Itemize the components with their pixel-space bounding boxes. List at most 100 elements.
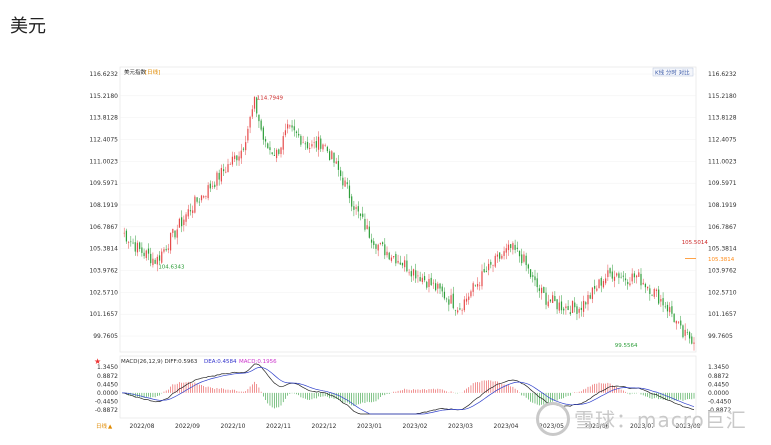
candle-body: [518, 250, 521, 257]
candle-body: [368, 226, 370, 238]
candle-body: [589, 295, 591, 299]
candle-body: [269, 147, 271, 151]
candle-body: [677, 321, 680, 323]
candle-body: [401, 262, 404, 266]
chart-tool-buttons[interactable]: [652, 67, 694, 77]
candle-body: [379, 242, 381, 244]
candle-body: [605, 278, 607, 284]
candle-body: [594, 285, 596, 289]
candle-body: [503, 251, 505, 256]
candle-body: [165, 249, 167, 251]
candle-body: [271, 152, 273, 155]
candle-body: [256, 97, 258, 114]
candle-body: [682, 325, 684, 338]
candle-body: [552, 295, 554, 303]
candle-body: [364, 218, 366, 230]
candle-body: [618, 273, 620, 278]
candle-body: [154, 259, 156, 264]
candle-body: [649, 288, 651, 294]
candle-body: [541, 287, 543, 294]
ytick-label-right: 116.6232: [708, 71, 737, 78]
candle-body: [598, 279, 600, 289]
candle-body: [419, 277, 421, 282]
ytick-label-right: 105.3814: [708, 246, 737, 253]
candle-body: [675, 320, 677, 324]
candle-body: [640, 273, 642, 286]
candle-body: [479, 285, 481, 286]
candle-body: [375, 244, 377, 249]
candle-body: [384, 244, 386, 256]
candle-body: [558, 302, 560, 311]
macd-ytick-right: 0.0000: [708, 390, 729, 397]
candle-body: [267, 143, 269, 149]
candle-body: [245, 142, 247, 151]
candle-body: [172, 228, 174, 233]
candle-body: [669, 307, 671, 313]
candle-body: [461, 310, 463, 312]
period-label[interactable]: 日线: [96, 422, 108, 430]
candle-body: [404, 260, 406, 268]
candle-body: [512, 243, 514, 250]
xtick-label: 2023/04: [494, 423, 519, 430]
candle-body: [412, 269, 415, 276]
macd-ytick-left: 0.0000: [97, 390, 118, 397]
period-arrow-icon[interactable]: ▲: [108, 424, 113, 430]
candle-body: [638, 272, 640, 277]
price-panel-label: 美元指数: [124, 68, 147, 76]
candle-body: [547, 301, 549, 307]
candle-body: [521, 254, 523, 264]
candle-body: [397, 260, 399, 263]
price-gridlines: [120, 73, 696, 337]
snowball-logo-icon: [536, 402, 570, 436]
candle-body: [370, 239, 373, 243]
candle-body: [152, 258, 154, 266]
candle-body: [134, 242, 136, 252]
watermark: 雪球：macro巨汇: [540, 404, 747, 433]
watermark-text: 雪球：macro巨汇: [574, 408, 747, 432]
candle-body: [229, 164, 231, 165]
candle-body: [287, 124, 289, 129]
xtick-label: 2022/10: [221, 423, 246, 430]
macd-ytick-left: -0.4450: [95, 398, 118, 405]
candle-body: [488, 263, 490, 271]
candle-body: [209, 183, 211, 189]
candle-body: [545, 292, 547, 305]
candle-body: [538, 288, 541, 291]
ytick-label-left: 101.1657: [89, 311, 118, 318]
candle-body: [655, 289, 658, 292]
xtick-label: 2022/11: [266, 423, 291, 430]
ytick-label-right: 99.7605: [708, 333, 733, 340]
candle-body: [428, 278, 430, 287]
candle-body: [631, 273, 633, 282]
candle-body: [167, 248, 169, 250]
candle-body: [585, 302, 587, 305]
candle-body: [362, 213, 364, 217]
candle-body: [309, 147, 311, 150]
candle-body: [629, 283, 631, 286]
ytick-label-left: 103.9762: [89, 267, 118, 274]
candle-body: [600, 278, 602, 286]
candle-body: [421, 277, 423, 283]
price-panel-tag: [日线]: [145, 68, 160, 76]
candle-body: [507, 244, 510, 251]
candle-body: [181, 217, 183, 227]
candle-body: [662, 298, 664, 306]
candle-body: [315, 141, 317, 148]
candle-body: [635, 275, 638, 278]
macd-ytick-right: -0.8872: [708, 407, 731, 414]
candle-body: [344, 180, 346, 187]
candle-body: [216, 172, 218, 186]
ytick-label-right: 113.8128: [708, 115, 737, 122]
price-panel-frame: [119, 66, 697, 353]
candle-body: [322, 144, 324, 150]
candle-body: [262, 127, 264, 140]
candle-body: [150, 253, 152, 264]
candle-body: [587, 294, 589, 305]
candle-body: [527, 264, 529, 269]
ytick-label-left: 109.5971: [89, 180, 118, 187]
candle-body: [340, 170, 342, 177]
candle-body: [366, 225, 368, 229]
candle-body: [446, 298, 448, 300]
candle-body: [185, 214, 187, 222]
